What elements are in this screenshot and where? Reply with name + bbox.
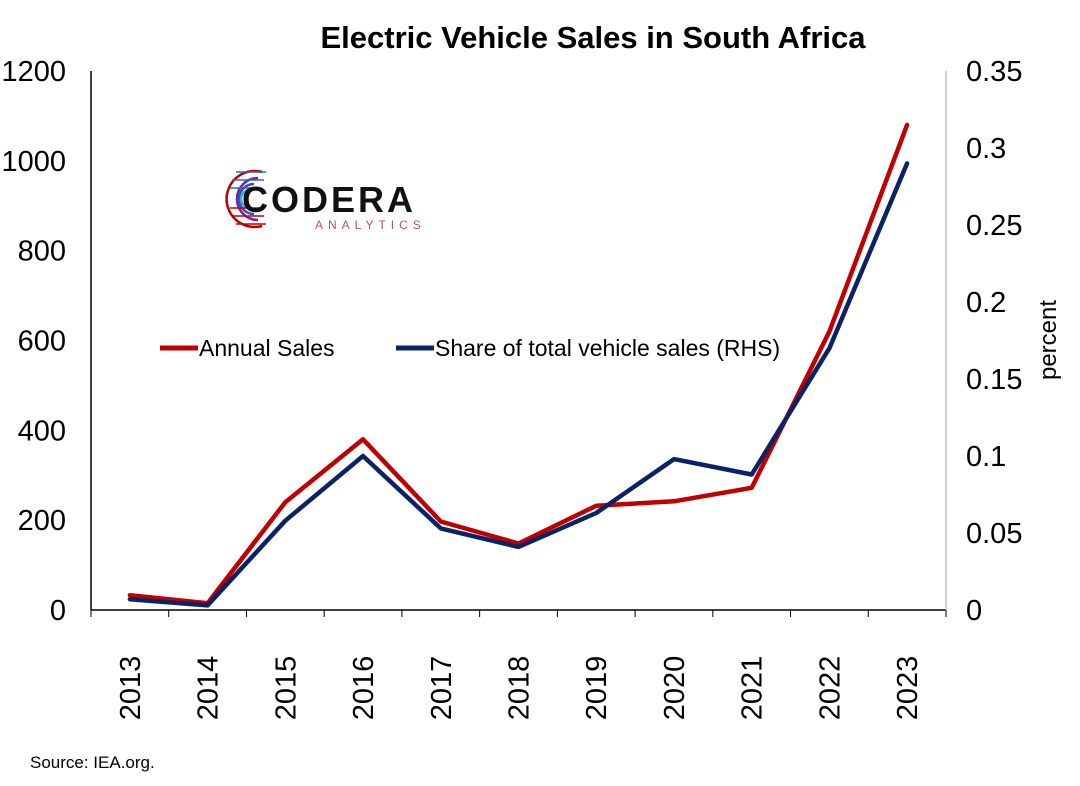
legend-label-share: Share of total vehicle sales (RHS) [435, 335, 780, 361]
x-tick-label: 2013 [115, 656, 147, 721]
y2-tick-label: 0.15 [966, 364, 1022, 396]
y-tick-label: 200 [18, 505, 66, 537]
x-tick-label: 2018 [504, 656, 536, 721]
y2-tick-label: 0 [966, 595, 982, 627]
x-tick-label: 2014 [193, 656, 225, 721]
y-tick-label: 800 [18, 236, 66, 268]
x-tick-label: 2019 [581, 656, 613, 721]
source-note: Source: IEA.org. [30, 753, 155, 772]
y-tick-label: 400 [18, 415, 66, 447]
y2-tick-label: 0.3 [966, 133, 1006, 165]
y-tick-label: 600 [18, 326, 66, 358]
legend: Annual Sales Share of total vehicle sale… [160, 335, 780, 361]
x-tick-label: 2015 [270, 656, 302, 721]
x-tick-label: 2022 [814, 656, 846, 721]
x-tick-label: 2016 [348, 656, 380, 721]
logo-subtitle: ANALYTICS [315, 218, 426, 232]
y2-tick-label: 0.35 [966, 56, 1022, 88]
y2-axis-ticks: 0 0.05 0.1 0.15 0.2 0.25 0.3 0.35 [966, 56, 1022, 627]
x-axis-ticks: 2013 2014 2015 2016 2017 2018 2019 2020 2021 2022… [90, 610, 947, 721]
series-lines [127, 122, 910, 608]
fingerprint-icon [225, 169, 266, 229]
legend-label-annual-sales: Annual Sales [199, 335, 335, 361]
y2-axis-label: percent [1035, 300, 1062, 380]
x-tick-label: 2020 [659, 656, 691, 721]
x-tick-label: 2023 [892, 656, 924, 721]
logo-name: CODERA [242, 179, 416, 220]
chart-title: Electric Vehicle Sales in South Africa [320, 20, 866, 55]
y2-tick-label: 0.25 [966, 210, 1022, 242]
x-tick-label: 2017 [426, 656, 458, 721]
y-tick-label: 1200 [1, 56, 66, 88]
y2-tick-label: 0.2 [966, 287, 1006, 319]
y-tick-label: 1000 [1, 146, 66, 178]
y2-tick-label: 0.1 [966, 441, 1006, 473]
y-axis-ticks: 0 200 400 600 800 1000 1200 [1, 56, 66, 627]
y-tick-label: 0 [50, 595, 66, 627]
share-line [127, 161, 910, 608]
y2-tick-label: 0.05 [966, 518, 1022, 550]
codera-logo: CODERA ANALYTICS [225, 169, 426, 232]
x-tick-label: 2021 [737, 656, 769, 721]
